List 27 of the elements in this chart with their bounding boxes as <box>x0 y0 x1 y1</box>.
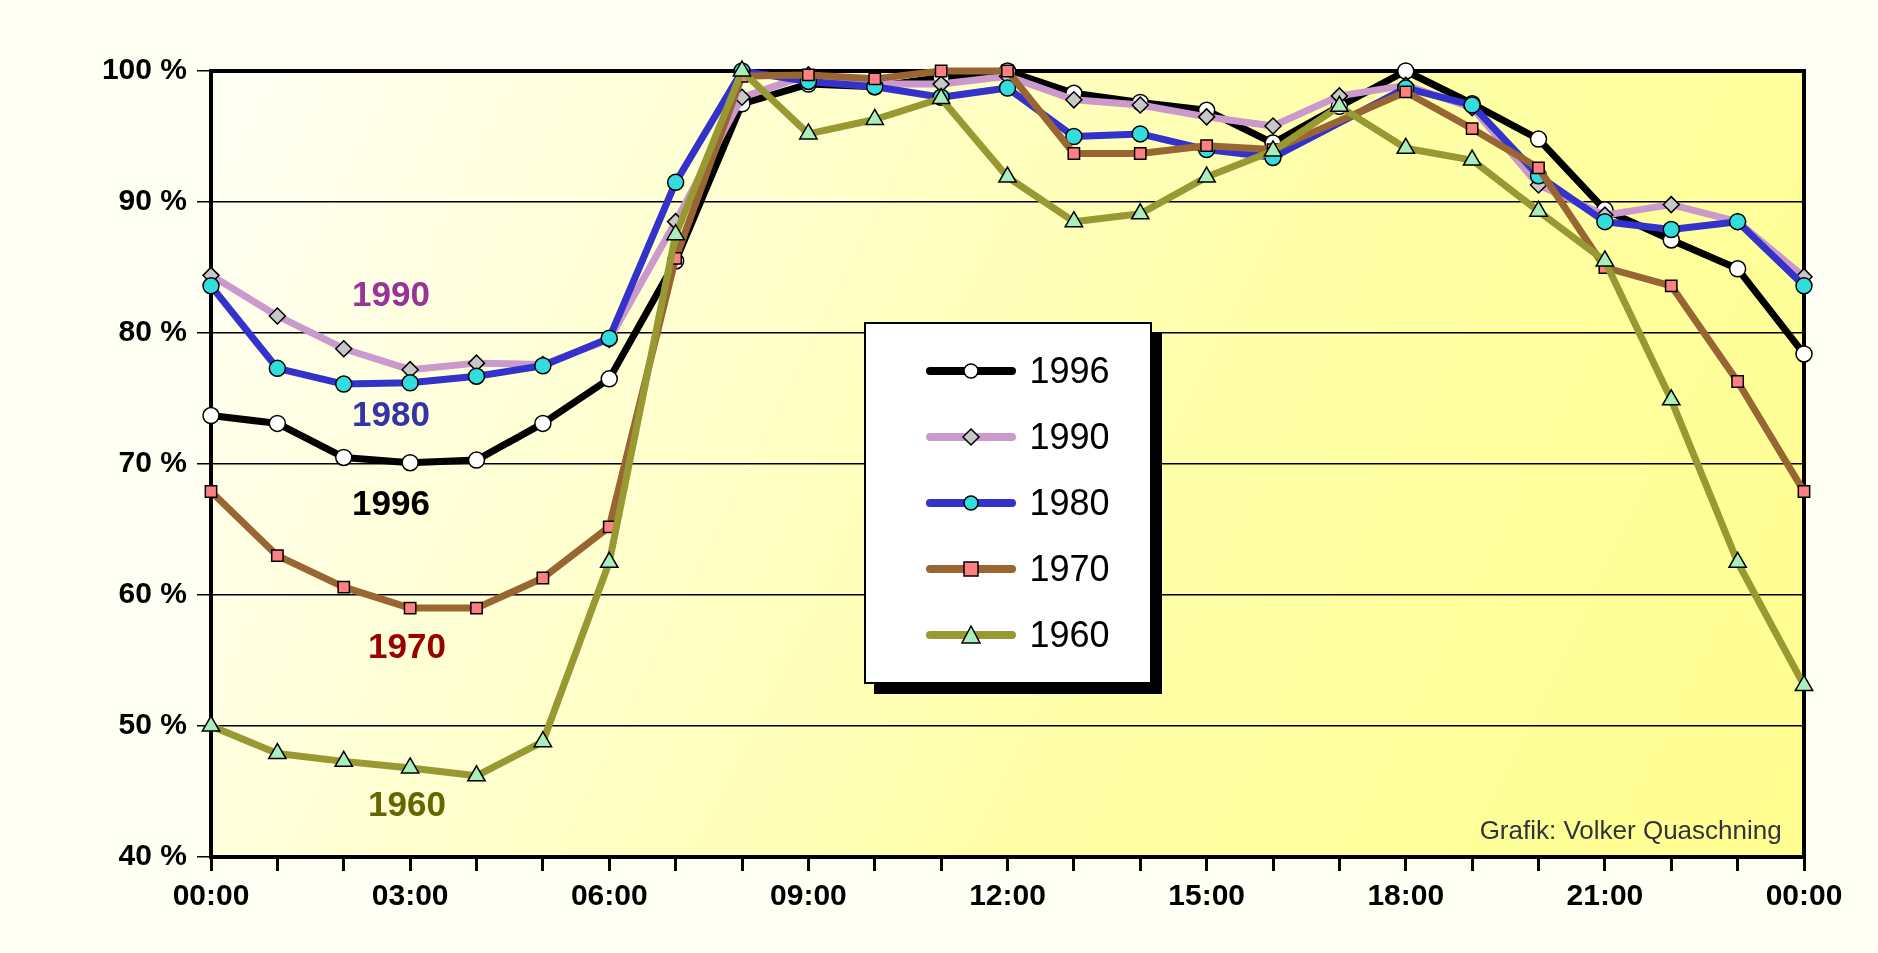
y-tick-label: 40 % <box>118 838 187 872</box>
legend-label: 1960 <box>1029 614 1110 657</box>
x-tick-label: 21:00 <box>1566 878 1644 912</box>
x-tick-label: 12:00 <box>969 878 1046 912</box>
y-tick-label: 90 % <box>118 183 187 217</box>
x-tick-label: 18:00 <box>1367 878 1445 912</box>
y-tick-label: 100 % <box>101 52 187 86</box>
legend-label: 1980 <box>1029 482 1110 525</box>
x-tick-label: 00:00 <box>1765 878 1843 912</box>
annotation: Grafik: Volker Quaschning <box>1479 815 1782 846</box>
legend-label: 1990 <box>1029 416 1110 459</box>
y-tick-label: 50 % <box>118 707 187 741</box>
legend-label: 1970 <box>1029 548 1110 591</box>
annotation: 1970 <box>368 626 446 666</box>
annotation: 1960 <box>368 783 446 823</box>
x-tick-label: 03:00 <box>371 878 449 912</box>
x-tick-label: 00:00 <box>172 878 250 912</box>
x-tick-label: 09:00 <box>770 878 847 912</box>
annotation: 1990 <box>352 274 430 314</box>
y-tick-label: 60 % <box>118 576 187 610</box>
annotation: 1980 <box>352 394 430 434</box>
y-tick-label: 80 % <box>118 314 187 348</box>
y-tick-label: 70 % <box>118 445 187 479</box>
x-tick-label: 15:00 <box>1168 878 1245 912</box>
annotation: 1996 <box>352 483 430 523</box>
x-tick-label: 06:00 <box>570 878 648 912</box>
legend-label: 1996 <box>1029 350 1110 393</box>
